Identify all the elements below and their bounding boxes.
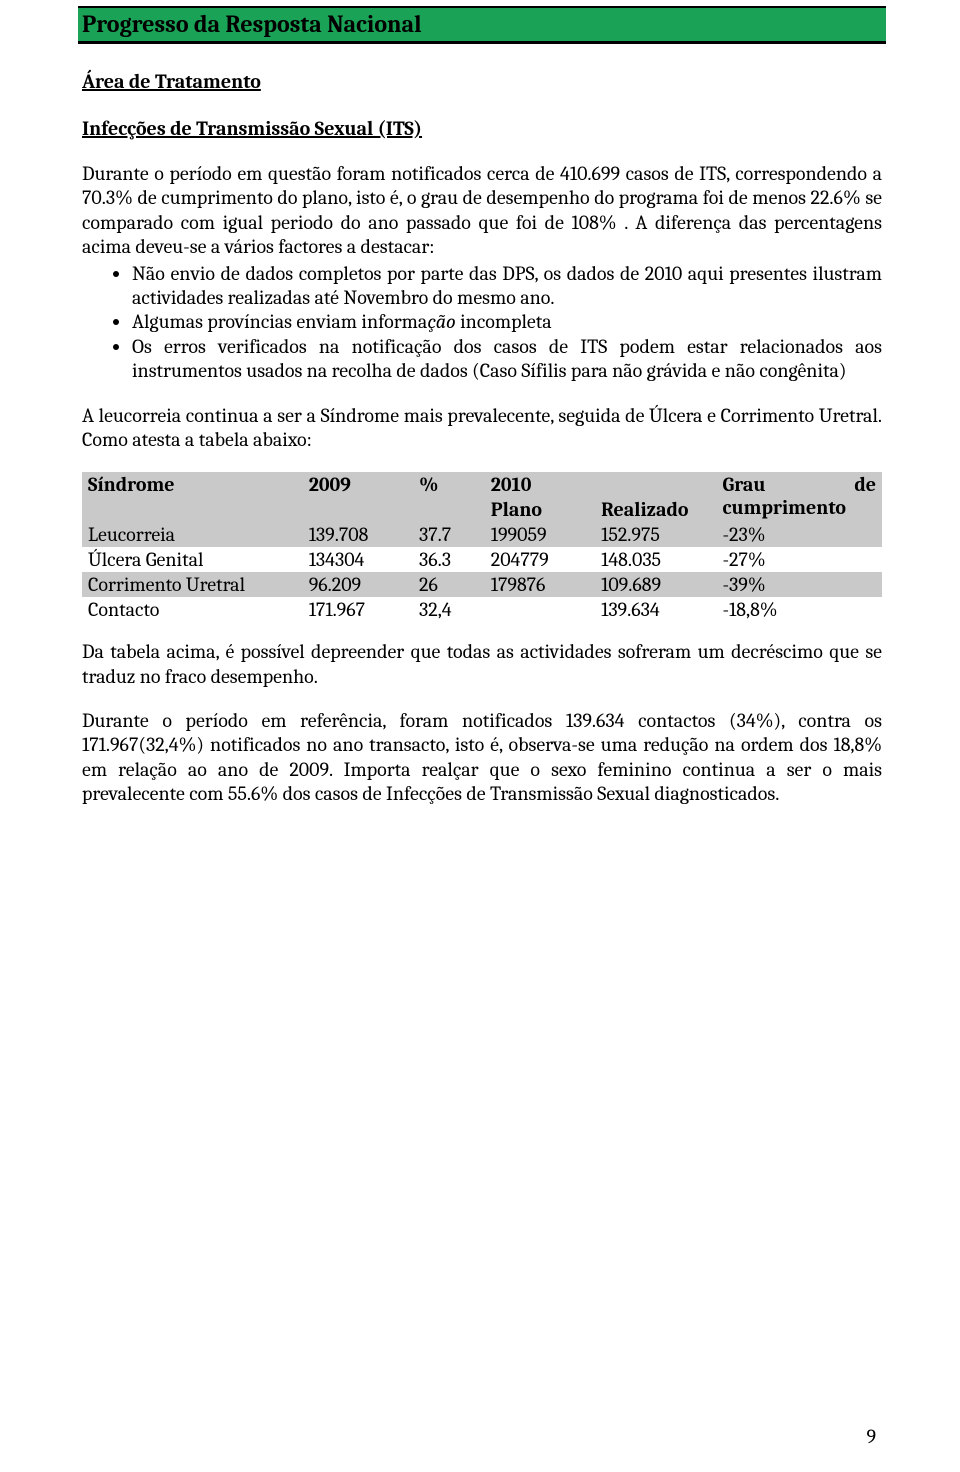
- cell-plano: 204779: [485, 547, 595, 572]
- cell-sindrome: Contacto: [82, 597, 303, 622]
- cell-pct: 26: [413, 572, 485, 597]
- cell-sindrome: Úlcera Genital: [82, 547, 303, 572]
- table-row: Leucorreia 139.708 37.7 199059 152.975 -…: [82, 522, 882, 547]
- bullet-2-part1: Algumas províncias enviam informa: [132, 310, 427, 333]
- cell-plano: 199059: [485, 522, 595, 547]
- bullet-list: Não envio de dados completos por parte d…: [82, 262, 882, 384]
- paragraph-4: Durante o período em referência, foram n…: [82, 709, 882, 807]
- cell-2009: 134304: [303, 547, 413, 572]
- table-header-row-1: Síndrome 2009 % 2010 Graudecumprimento: [82, 472, 882, 497]
- th-grau: Grau decumprimento: [716, 472, 882, 522]
- cell-grau: -39%: [716, 572, 882, 597]
- heading-its: Infecções de Transmissão Sexual (ITS): [82, 117, 882, 140]
- th-grau-2: cumprimento: [722, 496, 876, 519]
- syndrome-table: Síndrome 2009 % 2010 Grau decumprimento P…: [82, 472, 882, 622]
- cell-grau: -27%: [716, 547, 882, 572]
- cell-pct: 36.3: [413, 547, 485, 572]
- heading-area: Área de Tratamento: [82, 70, 882, 93]
- th-sindrome: Síndrome: [82, 472, 303, 522]
- th-realizado: Realizado: [595, 497, 716, 522]
- th-2009: 2009: [303, 472, 413, 522]
- cell-2009: 171.967: [303, 597, 413, 622]
- paragraph-1: Durante o período em questão foram notif…: [82, 162, 882, 260]
- cell-2009: 139.708: [303, 522, 413, 547]
- cell-sindrome: Corrimento Uretral: [82, 572, 303, 597]
- th-pct: %: [413, 472, 485, 522]
- cell-realizado: 148.035: [595, 547, 716, 572]
- paragraph-3: Da tabela acima, é possível depreender q…: [82, 640, 882, 689]
- cell-plano: [485, 597, 595, 622]
- banner: Progresso da Resposta Nacional: [78, 6, 886, 44]
- bullet-1: Não envio de dados completos por parte d…: [132, 262, 882, 311]
- table-row: Úlcera Genital 134304 36.3 204779 148.03…: [82, 547, 882, 572]
- bullet-3: Os erros verificados na notificação dos …: [132, 335, 882, 384]
- cell-sindrome: Leucorreia: [82, 522, 303, 547]
- cell-grau: -23%: [716, 522, 882, 547]
- cell-plano: 179876: [485, 572, 595, 597]
- table-row: Contacto 171.967 32,4 139.634 -18,8%: [82, 597, 882, 622]
- page-number: 9: [866, 1425, 876, 1448]
- th-grau-l: Grau: [722, 473, 765, 496]
- cell-realizado: 139.634: [595, 597, 716, 622]
- cell-pct: 32,4: [413, 597, 485, 622]
- bullet-2: Algumas províncias enviam informação inc…: [132, 310, 882, 334]
- th-grau-r: de: [854, 473, 876, 496]
- th-2010: 2010: [485, 472, 717, 497]
- cell-grau: -18,8%: [716, 597, 882, 622]
- cell-pct: 37.7: [413, 522, 485, 547]
- th-plano: Plano: [485, 497, 595, 522]
- table-row: Corrimento Uretral 96.209 26 179876 109.…: [82, 572, 882, 597]
- cell-2009: 96.209: [303, 572, 413, 597]
- bullet-2-part3: incompleta: [456, 310, 552, 333]
- paragraph-2: A leucorreia continua a ser a Síndrome m…: [82, 404, 882, 453]
- cell-realizado: 109.689: [595, 572, 716, 597]
- banner-title: Progresso da Resposta Nacional: [82, 10, 882, 38]
- cell-realizado: 152.975: [595, 522, 716, 547]
- bullet-2-italic: ção: [427, 310, 455, 333]
